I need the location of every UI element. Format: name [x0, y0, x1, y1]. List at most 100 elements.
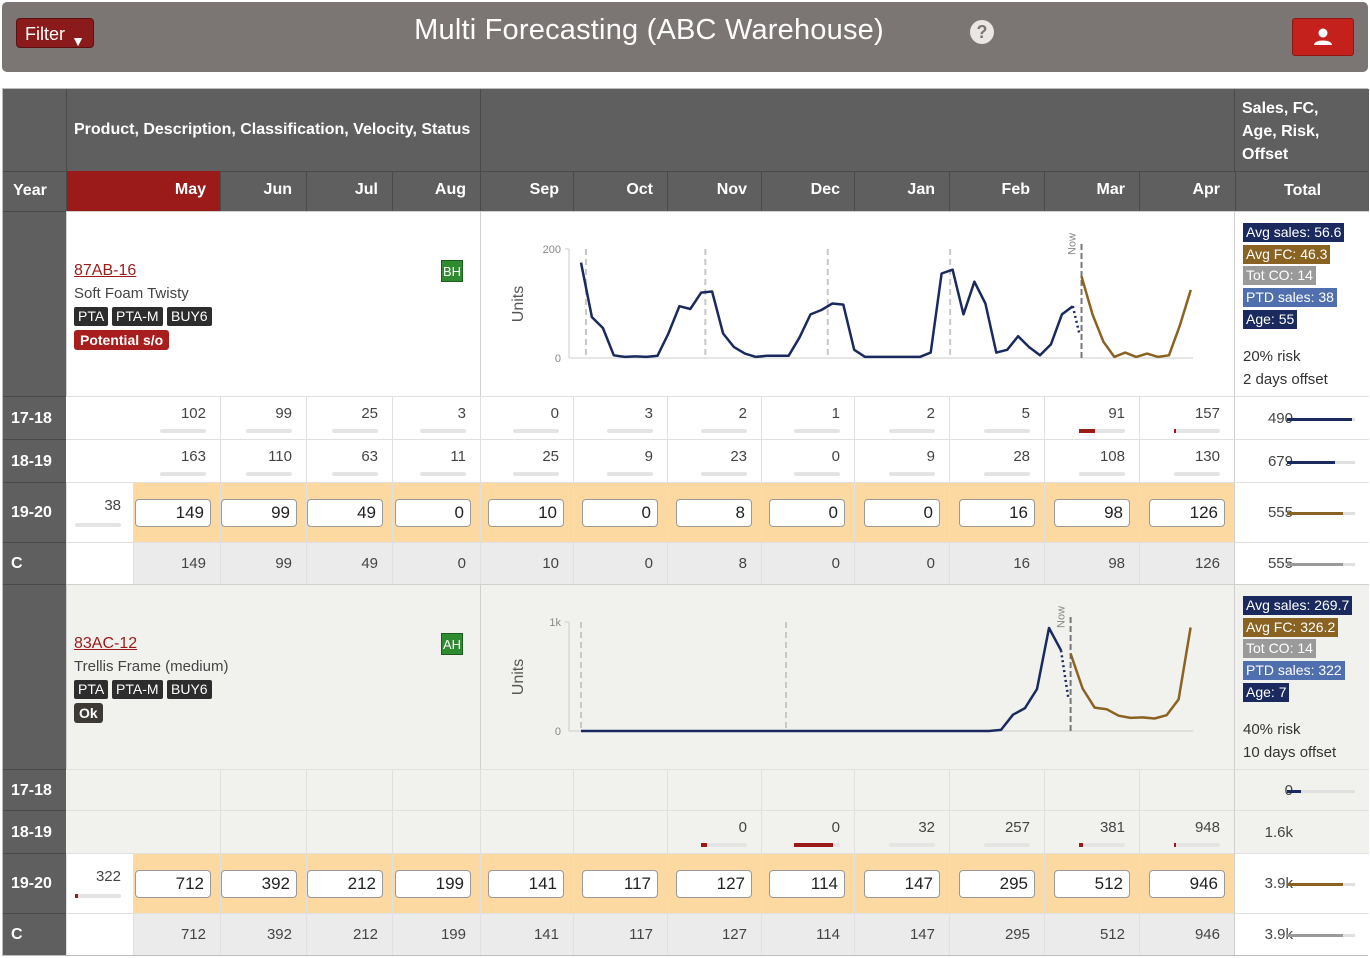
- month-header-may[interactable]: May: [66, 171, 220, 211]
- month-header-apr[interactable]: Apr: [1139, 171, 1234, 211]
- user-icon: [1314, 28, 1332, 45]
- month-cell[interactable]: 212: [306, 853, 392, 913]
- total-value: 555: [1267, 504, 1293, 521]
- user-button[interactable]: [1292, 18, 1354, 56]
- month-cell: 392: [220, 913, 306, 955]
- month-cell[interactable]: 114: [761, 853, 854, 913]
- month-cell[interactable]: 712: [133, 853, 220, 913]
- month-cell[interactable]: 117: [573, 853, 667, 913]
- forecast-input[interactable]: 149: [135, 499, 211, 527]
- forecast-input[interactable]: 0: [395, 499, 471, 527]
- product-code-link[interactable]: 83AC-12: [74, 635, 138, 652]
- month-cell[interactable]: 392: [220, 853, 306, 913]
- month-header-mar[interactable]: Mar: [1044, 171, 1139, 211]
- month-cell: 257: [949, 810, 1044, 853]
- page-title-text: Multi Forecasting (ABC Warehouse): [414, 14, 884, 46]
- month-cell[interactable]: 141: [480, 853, 573, 913]
- risk-text: 20% risk: [1243, 348, 1301, 365]
- cell-value: 257: [1004, 818, 1030, 836]
- month-header-jan[interactable]: Jan: [854, 171, 949, 211]
- forecast-input[interactable]: 8: [676, 499, 752, 527]
- month-cell[interactable]: 295: [949, 853, 1044, 913]
- month-cell: 9: [854, 439, 949, 482]
- header-row-top: [3, 89, 1369, 171]
- row-year-label: 18-19: [3, 810, 66, 853]
- month-cell[interactable]: 149: [133, 482, 220, 542]
- month-cell[interactable]: 147: [854, 853, 949, 913]
- month-cell: 117: [573, 913, 667, 955]
- month-cell[interactable]: 16: [949, 482, 1044, 542]
- forecast-input[interactable]: 392: [221, 870, 297, 898]
- forecast-input[interactable]: 212: [307, 870, 383, 898]
- month-cell[interactable]: 127: [667, 853, 761, 913]
- cell-minibar: [1174, 842, 1220, 847]
- cell-value: 946: [1194, 926, 1220, 943]
- forecast-input[interactable]: 127: [676, 870, 752, 898]
- month-header-feb[interactable]: Feb: [949, 171, 1044, 211]
- forecast-input[interactable]: 199: [395, 870, 471, 898]
- month-cell[interactable]: 0: [854, 482, 949, 542]
- cell-value: 91: [1108, 404, 1125, 422]
- month-cell[interactable]: 199: [392, 853, 480, 913]
- cell-value: 712: [180, 926, 206, 943]
- forecast-input[interactable]: 141: [488, 870, 564, 898]
- total-cell: 3.9k: [1234, 913, 1369, 955]
- month-header-jun[interactable]: Jun: [220, 171, 306, 211]
- product-info-panel: 83AC-12 Trellis Frame (medium) PTA PTA-M BUY…: [66, 584, 480, 769]
- month-header-aug[interactable]: Aug: [392, 171, 480, 211]
- forecast-input[interactable]: 117: [582, 870, 658, 898]
- forecast-input[interactable]: 295: [959, 870, 1035, 898]
- month-cell[interactable]: 98: [1044, 482, 1139, 542]
- forecast-input[interactable]: 946: [1149, 870, 1225, 898]
- month-cell[interactable]: 8: [667, 482, 761, 542]
- month-cell[interactable]: 0: [761, 482, 854, 542]
- chevron-down-icon: ▼: [71, 33, 85, 49]
- forecast-input[interactable]: 0: [582, 499, 658, 527]
- month-cell[interactable]: 10: [480, 482, 573, 542]
- filter-button[interactable]: Filter ▼: [16, 18, 94, 49]
- month-cell[interactable]: 946: [1139, 853, 1234, 913]
- month-cell: 28: [949, 439, 1044, 482]
- year-column-header: Year: [13, 182, 47, 199]
- forecast-input[interactable]: 126: [1149, 499, 1225, 527]
- product-code-link[interactable]: 87AB-16: [74, 262, 137, 279]
- prior-period-cell: 322: [66, 853, 133, 913]
- forecast-input[interactable]: 0: [769, 499, 845, 527]
- month-cell: 3: [573, 396, 667, 439]
- forecast-input[interactable]: 147: [864, 870, 940, 898]
- month-header-oct[interactable]: Oct: [573, 171, 667, 211]
- avg-sales-badge: Avg sales: 269.7: [1243, 596, 1353, 615]
- month-cell[interactable]: 126: [1139, 482, 1234, 542]
- month-header-dec[interactable]: Dec: [761, 171, 854, 211]
- month-cell[interactable]: 0: [573, 482, 667, 542]
- row-year-label: 17-18: [3, 396, 66, 439]
- forecast-input[interactable]: 16: [959, 499, 1035, 527]
- forecast-input[interactable]: 114: [769, 870, 845, 898]
- month-header-sep[interactable]: Sep: [480, 171, 573, 211]
- top-bar: Filter ▼ Multi Forecasting (ABC Warehous…: [2, 2, 1368, 72]
- y-axis-label: Units: [510, 659, 527, 695]
- forecast-input[interactable]: 99: [221, 499, 297, 527]
- cell-value: 11: [450, 447, 466, 465]
- month-cell[interactable]: 49: [306, 482, 392, 542]
- month-header-jul[interactable]: Jul: [306, 171, 392, 211]
- forecast-input[interactable]: 512: [1054, 870, 1130, 898]
- cell-value: 2: [738, 404, 747, 422]
- month-cell: 99: [220, 542, 306, 584]
- forecast-input[interactable]: 98: [1054, 499, 1130, 527]
- cell-value: 16: [1013, 555, 1030, 572]
- help-icon[interactable]: ?: [970, 20, 994, 44]
- forecast-input[interactable]: 10: [488, 499, 564, 527]
- cell-minibar: [420, 428, 466, 433]
- month-cell[interactable]: 99: [220, 482, 306, 542]
- month-cell: [573, 769, 667, 810]
- total-header[interactable]: Total: [1235, 171, 1369, 211]
- forecast-input[interactable]: 49: [307, 499, 383, 527]
- month-cell[interactable]: 0: [392, 482, 480, 542]
- month-cell: [480, 810, 573, 853]
- month-cell[interactable]: 512: [1044, 853, 1139, 913]
- forecast-input[interactable]: 0: [864, 499, 940, 527]
- month-cell: 0: [667, 810, 761, 853]
- forecast-input[interactable]: 712: [135, 870, 211, 898]
- month-header-nov[interactable]: Nov: [667, 171, 761, 211]
